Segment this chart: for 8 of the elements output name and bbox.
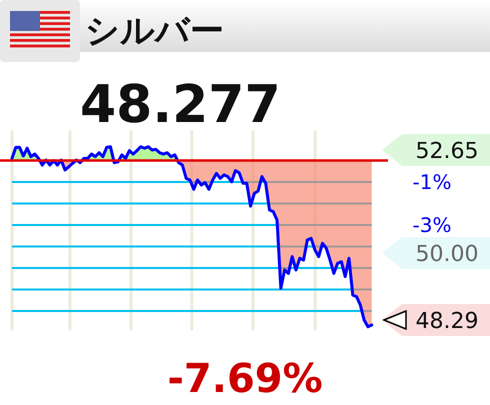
y-tick-label: -3%	[412, 213, 452, 237]
text: 52.65	[416, 139, 478, 164]
y-tick-label: -1%	[412, 170, 452, 194]
chart-subtitle: 48.277	[80, 75, 281, 135]
chart-title: シルバー	[85, 11, 224, 51]
text: -7.69%	[167, 356, 323, 402]
text: 48.29	[416, 309, 478, 334]
text: 50.00	[416, 242, 478, 267]
